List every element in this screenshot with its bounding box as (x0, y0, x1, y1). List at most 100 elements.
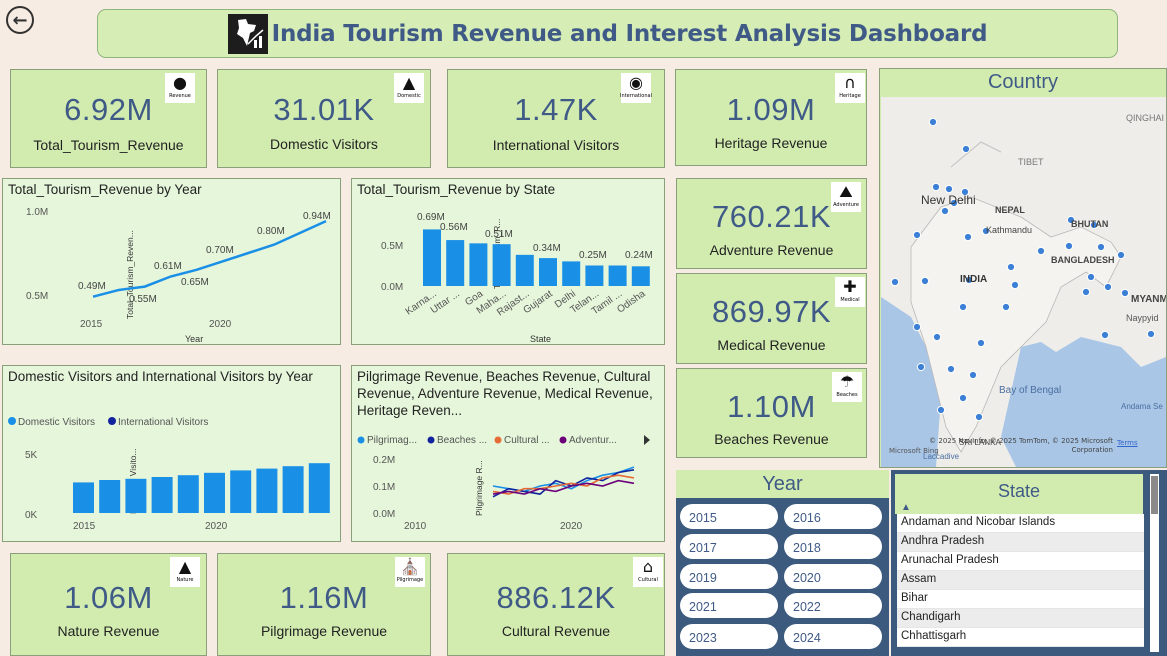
map-point (1081, 287, 1091, 297)
map-point (1120, 288, 1130, 298)
map-label-nepal: NEPAL (995, 205, 1025, 215)
map-point (981, 226, 991, 236)
column-chart: Domestic Visitors International Visitors… (8, 417, 330, 532)
legend-label: Beaches ... (437, 435, 487, 446)
x-axis-title: State (530, 334, 551, 344)
map-point (1146, 329, 1156, 339)
map-point (912, 230, 922, 240)
kpi-label: Heritage Revenue (714, 135, 828, 151)
map-label-new-delhi: New Delhi (921, 193, 976, 207)
back-arrow-icon: ← (12, 9, 28, 31)
year-option[interactable]: 2020 (784, 564, 882, 589)
kpi-cultural-revenue[interactable]: ⌂ Cultural 886.12K Cultural Revenue (447, 553, 665, 656)
year-option[interactable]: 2022 (784, 593, 882, 618)
state-option[interactable]: Arunachal Pradesh (897, 552, 1144, 571)
kpi-value: 1.10M (727, 389, 816, 424)
kpi-value: 6.92M (64, 92, 153, 127)
y-tick: 0.5M (381, 241, 403, 252)
x-tick: 2020 (560, 521, 583, 532)
x-tick: 2015 (80, 319, 103, 330)
year-option[interactable]: 2018 (784, 534, 882, 559)
kpi-label: Total_Tourism_Revenue (33, 137, 184, 153)
title-bar: India Tourism Revenue and Interest Analy… (97, 9, 1118, 58)
map-point (976, 338, 986, 348)
map-point (944, 184, 954, 194)
map-point (974, 412, 984, 422)
scrollbar-thumb[interactable] (1151, 476, 1158, 514)
year-slicer[interactable]: Year 2015 2016 2017 2018 2019 2020 2021 … (676, 470, 889, 656)
year-option[interactable]: 2016 (784, 504, 882, 529)
kpi-adventure-revenue[interactable]: ⛰ Adventure 760.21K Adventure Revenue (676, 178, 867, 269)
kpi-nature-revenue[interactable]: ▲ Nature 1.06M Nature Revenue (10, 553, 207, 656)
globe-people-icon: ◉ International (620, 73, 652, 103)
map-canvas[interactable]: QINGHAI TIBET New Delhi NEPAL Kathmandu … (881, 97, 1166, 467)
data-label: 0.51M (485, 229, 513, 240)
map-point (1086, 272, 1096, 282)
y-tick: 0.0M (381, 282, 403, 293)
year-option[interactable]: 2024 (784, 624, 882, 649)
kpi-domestic-visitors[interactable]: ▲ Domestic 31.01K Domestic Visitors (217, 69, 431, 168)
map-point (916, 362, 926, 372)
domestic-bar (256, 468, 278, 513)
x-tick: 2015 (73, 521, 96, 532)
year-option[interactable]: 2015 (680, 504, 778, 529)
kpi-value: 1.06M (64, 580, 153, 615)
back-button[interactable]: ← (6, 6, 34, 34)
map-point (949, 198, 959, 208)
year-option[interactable]: 2021 (680, 593, 778, 618)
chart-category-revenue[interactable]: Pilgrimage Revenue, Beaches Revenue, Cul… (351, 365, 665, 542)
map-point (920, 276, 930, 286)
kpi-value: 760.21K (712, 199, 831, 234)
kpi-label: Adventure Revenue (709, 242, 834, 258)
chart-revenue-by-year[interactable]: Total_Tourism_Revenue by Year Total_Tour… (2, 178, 341, 345)
map-point (946, 364, 956, 374)
kpi-value: 869.97K (712, 294, 831, 329)
heritage-arch-icon: ∩ Heritage (835, 73, 865, 103)
legend-label: Cultural ... (504, 435, 550, 446)
year-option[interactable]: 2023 (680, 624, 778, 649)
map-point (1103, 282, 1113, 292)
y-tick: 0.2M (373, 455, 395, 466)
x-axis-title: Year (185, 334, 203, 344)
state-scrollbar[interactable] (1150, 474, 1159, 652)
india-map-icon: ▲ Domestic (394, 73, 424, 103)
state-option[interactable]: Chandigarh (897, 609, 1144, 628)
state-option[interactable]: Bihar (897, 590, 1144, 609)
kpi-total-revenue[interactable]: ● Revenue 6.92M Total_Tourism_Revenue (10, 69, 207, 168)
map-point (963, 232, 973, 242)
state-bar (515, 254, 534, 286)
state-option[interactable]: Andaman and Nicobar Islands (897, 514, 1144, 533)
legend-dot (427, 436, 435, 444)
bing-logo: Microsoft Bing (889, 447, 939, 455)
map-panel[interactable]: Country QINGHAI TIBET New Delhi NEPAL Ka… (879, 68, 1167, 468)
kpi-label: Pilgrimage Revenue (260, 623, 388, 639)
kpi-pilgrimage-revenue[interactable]: ⛪ Pilgrimage 1.16M Pilgrimage Revenue (217, 553, 431, 656)
state-bar (539, 258, 557, 286)
state-bar (469, 243, 488, 286)
map-point (1116, 250, 1126, 260)
kpi-value: 31.01K (273, 92, 375, 127)
state-option[interactable]: Assam (897, 571, 1144, 590)
chart-visitors-by-year[interactable]: Domestic Visitors and International Visi… (2, 365, 341, 542)
kpi-medical-revenue[interactable]: ✚ Medical 869.97K Medical Revenue (676, 273, 867, 364)
legend-dot (559, 436, 567, 444)
state-option[interactable]: Andhra Pradesh (897, 533, 1144, 552)
map-point (1096, 242, 1106, 252)
chart-title: Total_Tourism_Revenue by State (357, 182, 556, 197)
state-option[interactable]: Chhattisgarh (897, 628, 1144, 647)
kpi-international-visitors[interactable]: ◉ International 1.47K International Visit… (447, 69, 665, 168)
chart-revenue-by-state[interactable]: Total_Tourism_Revenue by State Total_Tou… (351, 178, 665, 345)
map-label-bay-of-bengal: Bay of Bengal (999, 385, 1061, 396)
data-label: 0.69M (417, 212, 445, 223)
medical-cross-icon: ✚ Medical (835, 277, 865, 307)
kpi-label: Medical Revenue (717, 337, 826, 353)
data-label: 0.61M (154, 261, 182, 272)
kpi-heritage-revenue[interactable]: ∩ Heritage 1.09M Heritage Revenue (675, 69, 867, 166)
year-option[interactable]: 2017 (680, 534, 778, 559)
kpi-beaches-revenue[interactable]: ☂ Beaches 1.10M Beaches Revenue (676, 368, 867, 458)
legend-label: International Visitors (118, 417, 208, 428)
map-terms-link[interactable]: Terms (1117, 439, 1138, 447)
state-bar (608, 265, 627, 286)
data-label: 0.55M (129, 294, 157, 305)
year-option[interactable]: 2019 (680, 564, 778, 589)
